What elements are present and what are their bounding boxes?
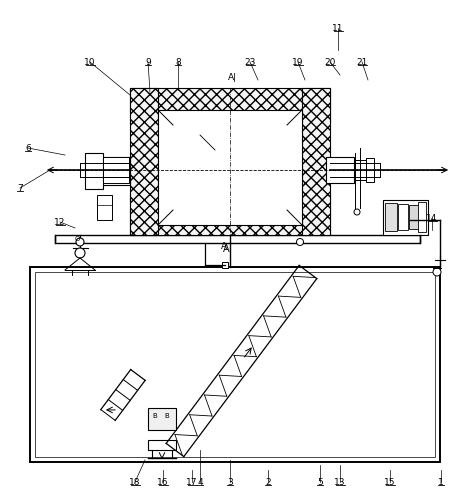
Text: B: B — [165, 413, 169, 419]
Circle shape — [76, 238, 84, 246]
Bar — [55, 235, 420, 243]
Bar — [130, 88, 158, 235]
Text: A|: A| — [227, 73, 237, 82]
Bar — [100, 157, 130, 185]
Bar — [383, 200, 428, 235]
Bar — [162, 411, 172, 420]
Bar — [130, 88, 330, 123]
Text: 19: 19 — [292, 57, 304, 67]
Bar — [398, 204, 408, 230]
Text: 15: 15 — [384, 478, 396, 487]
Bar — [85, 153, 103, 189]
Bar — [158, 110, 302, 225]
Bar — [35, 272, 435, 457]
Bar — [222, 262, 228, 268]
Bar — [97, 195, 112, 220]
Text: 10: 10 — [84, 57, 96, 67]
Bar — [130, 193, 330, 235]
Text: 7: 7 — [17, 183, 23, 193]
Circle shape — [354, 209, 360, 215]
Text: 23: 23 — [244, 57, 256, 67]
Bar — [385, 203, 397, 231]
Text: 21: 21 — [356, 57, 368, 67]
Circle shape — [75, 248, 85, 258]
Text: B: B — [153, 413, 157, 419]
Text: 17: 17 — [186, 478, 198, 487]
Text: 18: 18 — [129, 478, 141, 487]
Bar — [302, 88, 330, 235]
Bar — [103, 157, 129, 183]
Text: A: A — [221, 242, 227, 250]
Circle shape — [433, 268, 441, 276]
Text: 9: 9 — [145, 57, 151, 67]
Bar — [148, 440, 176, 450]
Bar — [366, 158, 374, 182]
Text: 8: 8 — [175, 57, 181, 67]
Text: 4: 4 — [197, 478, 203, 487]
Text: 20: 20 — [324, 57, 336, 67]
Text: 14: 14 — [426, 214, 438, 223]
Text: 6: 6 — [25, 143, 31, 152]
Text: 16: 16 — [157, 478, 169, 487]
Bar — [148, 408, 176, 430]
Text: O: O — [74, 236, 80, 242]
Text: 13: 13 — [334, 478, 346, 487]
Bar — [418, 202, 426, 232]
Text: 11: 11 — [332, 23, 344, 32]
Text: 1: 1 — [438, 478, 444, 487]
Text: A: A — [223, 244, 229, 254]
Bar — [150, 411, 160, 420]
Text: 5: 5 — [317, 478, 323, 487]
Text: 12: 12 — [54, 218, 66, 227]
Circle shape — [297, 239, 304, 246]
Bar — [354, 160, 366, 180]
Bar — [30, 267, 440, 462]
Bar — [409, 205, 419, 229]
Text: 3: 3 — [227, 478, 233, 487]
Text: 2: 2 — [265, 478, 271, 487]
Bar — [326, 157, 354, 183]
